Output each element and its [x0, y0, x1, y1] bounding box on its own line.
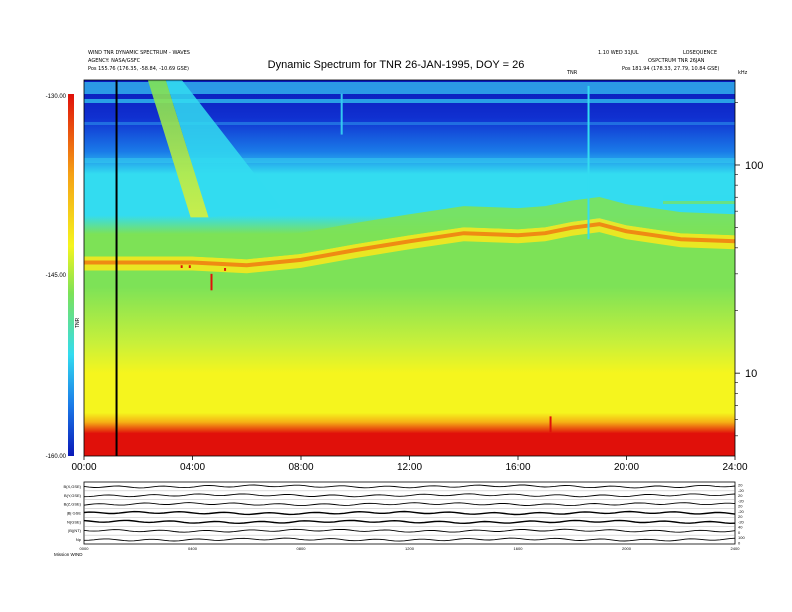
lower-x-tick: 2400	[731, 546, 741, 551]
right-feature-edge	[663, 201, 735, 204]
lower-panel-trace	[83, 484, 736, 489]
plasma-band	[84, 197, 735, 274]
horizontal-band-1	[84, 99, 735, 103]
burst-halo	[165, 80, 281, 218]
plasma-line	[84, 222, 735, 268]
lower-panel-x-ticks: 0000 0400 0800 1200 1600 2000 2400	[80, 546, 741, 551]
header-left-line1: WIND TNR DYNAMIC SPECTRUM - WAVES	[88, 50, 190, 56]
header-mid-label: TNR	[567, 70, 578, 76]
top-cyan-band	[84, 82, 735, 94]
lower-x-tick: 0000	[80, 546, 90, 551]
lower-right-tick: -20	[738, 498, 745, 503]
lower-right-tick: 20	[738, 493, 743, 498]
lower-right-tick: 20	[738, 514, 743, 519]
header-right-line1: 1.10 WED 31JUL	[598, 50, 639, 56]
colorbar-tick-bottom: -160.00	[46, 454, 67, 460]
lower-panel-label: |B|(NT)	[68, 528, 81, 533]
lower-x-tick: 0400	[188, 546, 198, 551]
burst-core	[147, 80, 209, 218]
lower-x-tick: 1600	[514, 546, 524, 551]
lower-right-tick: 20	[738, 483, 743, 488]
lower-panel-label: B(Y,GSE)	[64, 493, 82, 498]
colorbar-tick-top: -130.00	[46, 94, 67, 100]
chart-title: Dynamic Spectrum for TNR 26-JAN-1995, DO…	[267, 59, 525, 71]
lower-panels: B(X,GSE) B(Y,GSE) B(Z,GSE) |B| GSE N(GSE) |B|…	[63, 481, 745, 551]
spectral-spikes	[180, 85, 590, 433]
lower-panel-trace	[83, 510, 736, 516]
header-left-line2: AGENCY: NASA/GSFC	[88, 58, 141, 64]
lower-right-tick: 20	[738, 504, 743, 509]
lower-right-tick: 40	[738, 525, 743, 530]
lower-panel-label: B(Z,GSE)	[64, 502, 82, 507]
x-axis: 00:00 04:00 08:00 12:00 16:00 20:00 24:00	[71, 456, 748, 473]
lower-panels-frame	[83, 481, 736, 545]
lower-right-tick: -20	[738, 488, 745, 493]
y-tick-label: 100	[745, 160, 763, 172]
horizontal-band-3	[84, 158, 735, 163]
y-tick-label: 10	[745, 368, 757, 380]
footer-label: Mission WIND	[54, 552, 83, 557]
lower-right-tick: 0	[738, 541, 741, 546]
lower-right-tick: 0	[738, 530, 741, 535]
lower-panel-labels: B(X,GSE) B(Y,GSE) B(Z,GSE) |B| GSE N(GSE) |B|…	[63, 484, 81, 542]
lower-panel-label: N(GSE)	[67, 519, 82, 524]
lower-right-tick: -20	[738, 509, 745, 514]
x-tick-label: 16:00	[505, 462, 530, 473]
horizontal-band-2	[84, 122, 735, 125]
plasma-yellow-band	[84, 218, 735, 274]
lower-panel-trace	[83, 537, 736, 542]
lower-x-tick: 1200	[405, 546, 415, 551]
lower-right-tick: 100	[738, 535, 745, 540]
colorbar-tick-mid: -145.00	[46, 273, 67, 279]
right-feature	[663, 195, 735, 201]
x-tick-label: 04:00	[180, 462, 205, 473]
lower-right-tick: -20	[738, 519, 745, 524]
radio-burst	[147, 80, 281, 218]
x-tick-label: 00:00	[71, 462, 96, 473]
lower-panel-trace	[83, 493, 736, 498]
header-left-pos: Pos 155.76 (176.35, -58.84, -10.69 GSE)	[88, 66, 189, 72]
lower-panel-label: Np	[76, 537, 82, 542]
lower-panel-trace	[83, 528, 736, 533]
lower-panel-trace	[83, 519, 736, 525]
spectrogram	[84, 80, 735, 456]
colorbar	[68, 94, 74, 456]
x-tick-label: 08:00	[288, 462, 313, 473]
header-right-pos: Pos 181.94 (178.33, 27.79, 10.84 GSE)	[622, 66, 720, 72]
plasma-green-band	[84, 197, 735, 260]
y-axis: 100 10	[735, 102, 763, 437]
unit-label: kHz	[738, 70, 748, 76]
x-tick-label: 20:00	[614, 462, 639, 473]
lower-panel-label: |B| GSE	[67, 511, 82, 516]
lower-x-tick: 0800	[297, 546, 307, 551]
colorbar-label: TNR	[75, 317, 81, 328]
x-tick-label: 12:00	[397, 462, 422, 473]
x-tick-label: 24:00	[722, 462, 747, 473]
header-right-line2: LOSEQUENCE	[683, 50, 718, 56]
lower-panel-label: B(X,GSE)	[63, 484, 81, 489]
header-right-line3: OSPCTRUM TNR 26JAN	[648, 58, 705, 64]
lower-panel-traces	[83, 484, 736, 542]
lower-x-tick: 2000	[622, 546, 632, 551]
lower-panel-trace	[83, 502, 736, 507]
